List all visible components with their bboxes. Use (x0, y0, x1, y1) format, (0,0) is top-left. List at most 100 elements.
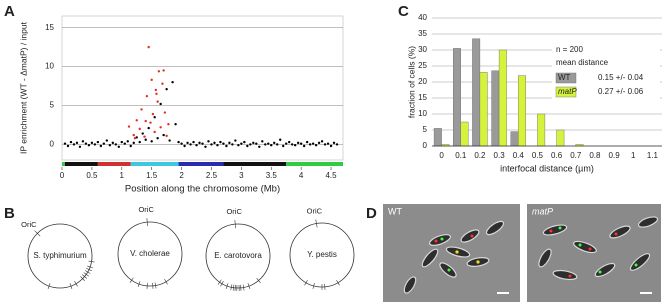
site-tick (82, 274, 88, 279)
bar (510, 131, 519, 147)
ori-label: OriC (138, 205, 154, 214)
panel-letter: A (4, 3, 15, 20)
data-point (155, 92, 158, 96)
x-tick-label: 1.5 (146, 171, 158, 180)
data-point (186, 141, 189, 145)
site-tick (87, 265, 93, 269)
data-point (105, 139, 109, 142)
x-tick-label: 1.1 (647, 151, 659, 160)
site-tick (69, 283, 73, 289)
data-point (270, 144, 273, 147)
foci (434, 226, 638, 278)
data-point (168, 139, 171, 142)
data-point (228, 141, 231, 145)
data-point (165, 134, 168, 138)
data-point (195, 144, 198, 147)
data-point (335, 143, 339, 146)
x-tick-label: 0.8 (589, 151, 601, 160)
data-point (159, 102, 162, 106)
ori-label: OriC (307, 207, 323, 216)
genome-map: OriC V. cholerae (117, 205, 183, 289)
data-point (237, 144, 240, 147)
data-point (132, 141, 135, 145)
x-tick-label: 0.9 (609, 151, 621, 160)
data-point (161, 82, 164, 85)
y-tick-label: 5 (50, 101, 55, 110)
legend-swatch (555, 72, 577, 84)
data-point (144, 138, 147, 141)
data-point (267, 142, 270, 145)
data-point (311, 142, 315, 145)
data-point (102, 142, 106, 145)
y-tick-label: 5 (423, 125, 428, 134)
site-tick (83, 272, 89, 277)
site-tick (217, 279, 222, 285)
y-tick-label: 20 (418, 77, 427, 86)
data-point (90, 141, 94, 145)
site-tick (312, 282, 315, 289)
bar (433, 128, 442, 147)
site-tick (88, 260, 95, 263)
site-tick (304, 279, 308, 286)
data-point (108, 144, 112, 147)
data-point (258, 145, 261, 148)
x-tick-label: 0.1 (455, 151, 467, 160)
data-point (252, 141, 255, 145)
legend-note: mean distance (556, 58, 609, 67)
data-point (282, 144, 285, 148)
species-name: S. typhimurium (33, 251, 87, 260)
y-axis-label: IP enrichment (WT - ΔmatP) / input (18, 21, 28, 154)
site-tick (154, 282, 157, 289)
data-point (255, 142, 258, 145)
y-axis-label: fraction of cells (%) (406, 46, 416, 118)
bar (472, 38, 481, 147)
data-point (192, 140, 195, 144)
panel-letter: C (398, 3, 409, 20)
legend-value: 0.27 +/- 0.06 (598, 87, 644, 96)
region-band (130, 162, 179, 166)
site-tick (234, 220, 236, 229)
x-tick-label: 0 (60, 171, 65, 180)
y-tick-label: 35 (418, 29, 427, 38)
x-axis-label: interfocal distance (µm) (500, 163, 594, 173)
data-point (150, 78, 153, 82)
data-point (201, 142, 204, 145)
site-tick (146, 282, 148, 289)
data-point (75, 141, 79, 145)
site-tick (247, 283, 251, 289)
x-tick-label: 4 (299, 171, 304, 180)
site-tick (86, 267, 92, 272)
data-point (143, 135, 146, 138)
data-point (323, 143, 327, 146)
bar (460, 121, 469, 147)
data-point (123, 142, 126, 145)
data-point (138, 127, 141, 131)
site-tick (220, 280, 224, 287)
data-point (147, 45, 150, 49)
data-point (183, 144, 186, 148)
data-point (285, 142, 288, 145)
region-band (178, 162, 224, 166)
x-tick-label: 3 (239, 171, 244, 180)
data-point (296, 141, 300, 145)
data-point (293, 144, 297, 147)
site-tick (232, 284, 235, 291)
y-tick-label: 0 (423, 141, 428, 150)
chromosome-circle (117, 221, 183, 287)
data-point (320, 140, 324, 143)
data-point (219, 140, 222, 144)
data-point (93, 143, 97, 146)
bar (537, 113, 546, 147)
data-point (133, 137, 137, 140)
data-point (299, 142, 303, 145)
data-point (135, 119, 138, 122)
y-tick-label: 10 (45, 62, 54, 71)
bar (498, 49, 507, 147)
site-tick (84, 270, 91, 274)
site-tick (34, 230, 41, 237)
data-point (177, 140, 180, 144)
data-point (249, 143, 252, 146)
data-point (276, 143, 279, 146)
data-point (287, 140, 291, 144)
